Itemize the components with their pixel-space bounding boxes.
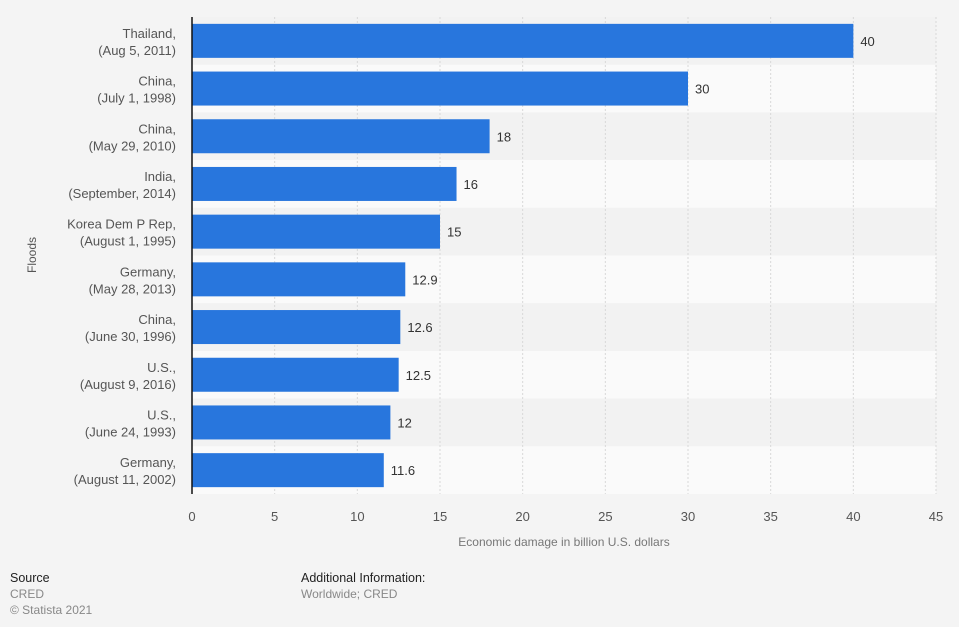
additional-info-title: Additional Information:: [301, 571, 426, 585]
x-axis-title: Economic damage in billion U.S. dollars: [458, 535, 669, 549]
y-tick-label: Thailand,: [123, 26, 176, 41]
y-axis-title: Floods: [25, 237, 39, 273]
data-label: 11.6: [391, 463, 415, 478]
y-tick-label: (August 11, 2002): [74, 472, 176, 487]
x-tick-label: 5: [271, 509, 278, 524]
y-tick-label: Germany,: [120, 264, 176, 279]
y-tick-label: (July 1, 1998): [97, 91, 176, 106]
bar: [192, 166, 457, 201]
bar: [192, 71, 688, 106]
bar: [192, 119, 490, 154]
y-tick-label: Germany,: [120, 455, 176, 470]
additional-info-value: Worldwide; CRED: [301, 587, 398, 601]
y-tick-label: Korea Dem P Rep,: [67, 217, 176, 232]
y-tick-label: (August 9, 2016): [80, 377, 176, 392]
y-tick-label: China,: [138, 121, 176, 136]
data-label: 12: [397, 415, 411, 430]
data-label: 12.5: [406, 368, 431, 383]
data-label: 30: [695, 82, 709, 97]
bar: [192, 405, 391, 440]
x-tick-label: 15: [433, 509, 447, 524]
y-tick-label: U.S.,: [147, 407, 176, 422]
x-tick-label: 10: [350, 509, 364, 524]
y-tick-label: China,: [138, 74, 176, 89]
y-tick-label: (August 1, 1995): [80, 234, 176, 249]
y-tick-label: India,: [144, 169, 176, 184]
x-tick-label: 35: [763, 509, 777, 524]
y-tick-label: China,: [138, 312, 176, 327]
data-label: 18: [497, 129, 511, 144]
y-tick-label: U.S.,: [147, 360, 176, 375]
x-tick-label: 40: [846, 509, 860, 524]
data-label: 12.6: [407, 320, 432, 335]
source-title: Source: [10, 571, 50, 585]
data-label: 40: [860, 34, 874, 49]
copyright[interactable]: © Statista 2021: [10, 603, 93, 617]
y-tick-label: (June 24, 1993): [85, 424, 176, 439]
y-tick-label: (May 29, 2010): [89, 138, 176, 153]
bar: [192, 23, 854, 58]
bar: [192, 262, 406, 297]
bar: [192, 357, 399, 392]
data-label: 12.9: [412, 272, 437, 287]
y-tick-label: (May 28, 2013): [89, 281, 176, 296]
bar: [192, 310, 401, 345]
y-tick-label: (September, 2014): [68, 186, 176, 201]
y-tick-label: (Aug 5, 2011): [98, 43, 176, 58]
bar: [192, 214, 440, 249]
x-tick-label: 45: [929, 509, 943, 524]
source-value: CRED: [10, 587, 45, 601]
bar: [192, 453, 384, 488]
y-tick-label: (June 30, 1996): [85, 329, 176, 344]
data-label: 16: [464, 177, 478, 192]
x-tick-label: 0: [188, 509, 195, 524]
x-tick-label: 25: [598, 509, 612, 524]
data-label: 15: [447, 225, 461, 240]
x-tick-label: 20: [515, 509, 529, 524]
x-tick-label: 30: [681, 509, 695, 524]
bar-chart: 0 5 10 15 20 25 30 35 40 45 40 Thailand, (Aug 5, 201…: [25, 17, 943, 549]
